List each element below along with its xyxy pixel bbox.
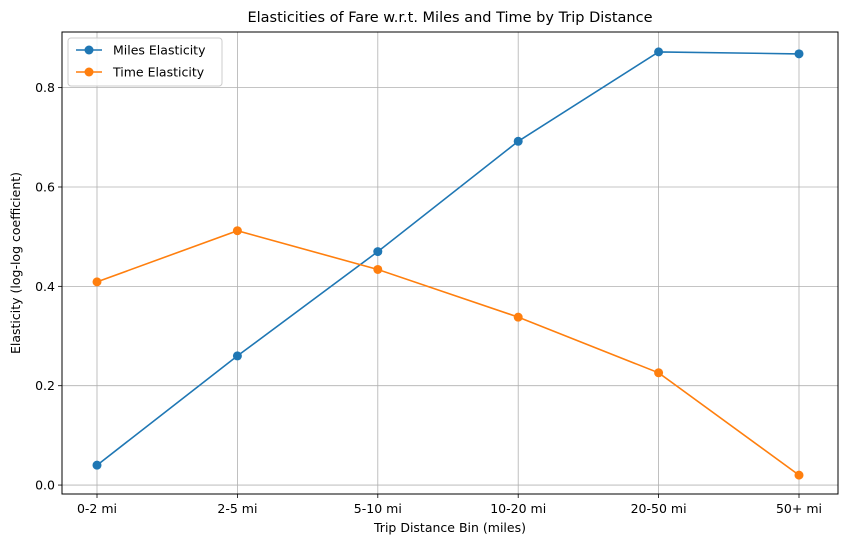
series-0-point: [232, 351, 242, 361]
series-0-point: [92, 460, 102, 470]
x-tick-label: 10-20 mi: [490, 501, 546, 516]
y-tick-label: 0.4: [35, 279, 55, 294]
x-tick-label: 5-10 mi: [354, 501, 402, 516]
plot-frame: [61, 31, 839, 495]
legend-swatch-marker: [84, 67, 94, 77]
series-0-point: [794, 49, 804, 59]
series-1-point: [794, 470, 804, 480]
series-line-0: [96, 51, 800, 466]
y-tick-label: 0.8: [35, 80, 55, 95]
x-tick-label: 20-50 mi: [631, 501, 687, 516]
series-1-point: [513, 312, 523, 322]
legend-box: [67, 37, 223, 87]
legend-entry-label: Time Elasticity: [112, 65, 205, 80]
series-0-point: [654, 47, 664, 57]
x-tick-label: 2-5 mi: [217, 501, 257, 516]
legend-swatch-marker: [84, 45, 94, 55]
series-1-point: [92, 277, 102, 287]
series-1-point: [373, 264, 383, 274]
y-axis-label: Elasticity (log-log coefficient): [8, 172, 23, 354]
y-tick-label: 0.2: [35, 378, 55, 393]
legend: Miles Elasticity Time Elasticity: [67, 37, 223, 87]
y-tick-label: 0.6: [35, 179, 55, 194]
x-tick-label: 50+ mi: [776, 501, 822, 516]
series-1-point: [654, 368, 664, 378]
series-layer: [92, 47, 804, 480]
x-tick-label: 0-2 mi: [77, 501, 117, 516]
x-axis-label: Trip Distance Bin (miles): [373, 520, 526, 535]
legend-entry-label: Miles Elasticity: [113, 43, 206, 58]
ticks: 0-2 mi 2-5 mi 5-10 mi 10-20 mi 20-50 mi 50+ m…: [35, 80, 822, 516]
grid: [62, 32, 838, 494]
series-0-point: [373, 247, 383, 257]
chart-title: Elasticities of Fare w.r.t. Miles and Ti…: [247, 10, 652, 26]
series-line-1: [96, 229, 800, 476]
series-0-point: [513, 136, 523, 146]
y-tick-label: 0.0: [35, 478, 55, 493]
series-1-point: [232, 226, 242, 236]
